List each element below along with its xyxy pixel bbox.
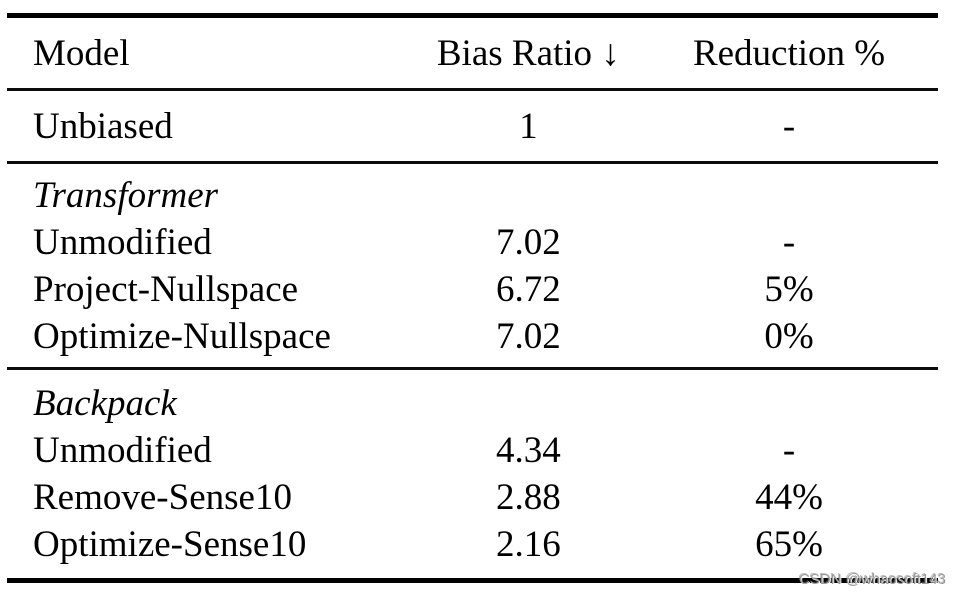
cell-bias-ratio: 1 bbox=[519, 105, 538, 147]
header-separator-rule bbox=[7, 88, 938, 91]
cell-reduction: 44% bbox=[755, 477, 823, 518]
cell-bias-ratio: 2.16 bbox=[495, 524, 561, 565]
column-header-bias-ratio: Bias Ratio ↓ bbox=[436, 32, 620, 74]
table-row: Unmodified 7.02 - bbox=[7, 219, 938, 266]
section-separator-rule bbox=[7, 161, 938, 164]
table-row-unbiased: Unbiased 1 - bbox=[7, 91, 938, 161]
cell-model: Optimize-Nullspace bbox=[33, 316, 331, 357]
header-row: Model Bias Ratio ↓ Reduction % bbox=[7, 18, 938, 88]
group-label-backpack: Backpack bbox=[33, 383, 177, 424]
section-separator-rule bbox=[7, 367, 938, 370]
cell-reduction: - bbox=[782, 430, 796, 471]
csdn-watermark: CSDN @whaosoft143 bbox=[799, 571, 946, 588]
column-header-reduction: Reduction % bbox=[692, 32, 886, 74]
group-header-row: Backpack bbox=[7, 380, 938, 427]
cell-bias-ratio: 4.34 bbox=[495, 430, 561, 471]
cell-bias-ratio: 2.88 bbox=[495, 477, 561, 518]
cell-model: Unbiased bbox=[33, 105, 173, 147]
table-row: Unmodified 4.34 - bbox=[7, 427, 938, 474]
cell-reduction: 0% bbox=[764, 316, 814, 357]
section-transformer: Transformer Unmodified 7.02 - Project-Nu… bbox=[7, 164, 938, 367]
cell-model: Unmodified bbox=[33, 430, 212, 471]
cell-model: Optimize-Sense10 bbox=[33, 524, 307, 565]
cell-model: Unmodified bbox=[33, 222, 212, 263]
top-rule bbox=[7, 13, 938, 18]
group-label-transformer: Transformer bbox=[33, 175, 219, 216]
cell-bias-ratio: 7.02 bbox=[495, 222, 561, 263]
cell-reduction: - bbox=[782, 105, 796, 147]
table-row: Project-Nullspace 6.72 5% bbox=[7, 266, 938, 313]
cell-model: Remove-Sense10 bbox=[33, 477, 292, 518]
cell-bias-ratio: 7.02 bbox=[495, 316, 561, 357]
group-header-row: Transformer bbox=[7, 172, 938, 219]
cell-reduction: 65% bbox=[755, 524, 823, 565]
table-row: Optimize-Nullspace 7.02 0% bbox=[7, 313, 938, 360]
cell-reduction: 5% bbox=[764, 269, 814, 310]
results-table: Model Bias Ratio ↓ Reduction % Unbiased … bbox=[7, 13, 938, 583]
column-header-model: Model bbox=[33, 32, 130, 74]
table-row: Remove-Sense10 2.88 44% bbox=[7, 474, 938, 521]
cell-model: Project-Nullspace bbox=[33, 269, 299, 310]
cell-bias-ratio: 6.72 bbox=[495, 269, 561, 310]
table-row: Optimize-Sense10 2.16 65% bbox=[7, 521, 938, 568]
section-backpack: Backpack Unmodified 4.34 - Remove-Sense1… bbox=[7, 370, 938, 578]
bottom-rule bbox=[7, 578, 938, 583]
cell-reduction: - bbox=[782, 222, 796, 263]
